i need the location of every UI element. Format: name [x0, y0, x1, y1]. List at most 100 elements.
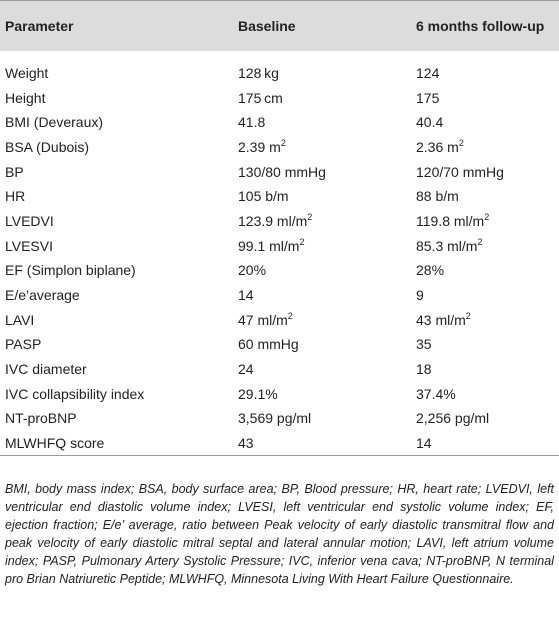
baseline-cell-text: 99.1 ml/m	[238, 237, 300, 254]
baseline-cell-text: 123.9 ml/m	[238, 212, 308, 229]
followup-cell: 37.4%	[411, 381, 559, 406]
followup-cell: 14	[411, 430, 559, 456]
parameter-cell: BP	[0, 159, 233, 184]
table-row: PASP 60 mmHg 35	[0, 332, 559, 357]
baseline-cell-text: 2.39 m	[238, 138, 281, 155]
unit-exponent: 2	[287, 310, 293, 321]
baseline-cell: 99.1 ml/m2	[233, 233, 411, 258]
parameter-cell-text: PASP	[5, 336, 42, 353]
parameter-cell: HR	[0, 184, 233, 209]
unit-exponent: 2	[307, 211, 313, 222]
baseline-cell-text: 3,569 pg/ml	[238, 410, 312, 427]
parameter-cell: BMI (Deveraux)	[0, 110, 233, 135]
baseline-cell: 130/80 mmHg	[233, 159, 411, 184]
parameter-cell-text: MLWHFQ score	[5, 434, 105, 451]
parameter-cell-text: BMI (Deveraux)	[5, 114, 104, 131]
table-row: IVC collapsibility index 29.1% 37.4%	[0, 381, 559, 406]
parameter-cell-text: IVC diameter	[5, 361, 87, 378]
baseline-cell-text: 29.1%	[238, 385, 278, 402]
parameter-cell-text: NT-proBNP	[5, 410, 77, 427]
followup-cell: 2.36 m2	[411, 135, 559, 160]
baseline-cell-text: 128 kg	[238, 64, 279, 81]
baseline-cell: 20%	[233, 258, 411, 283]
table-row: IVC diameter 24 18	[0, 357, 559, 382]
table-row: LVESVI 99.1 ml/m2 85.3 ml/m2	[0, 233, 559, 258]
baseline-cell: 2.39 m2	[233, 135, 411, 160]
baseline-cell: 29.1%	[233, 381, 411, 406]
baseline-cell: 43	[233, 430, 411, 456]
parameter-cell-text: LVEDVI	[5, 212, 54, 229]
followup-cell: 9	[411, 283, 559, 308]
table-body: Weight 128 kg 124 Height 175 cm 175 BMI (Dever…	[0, 51, 559, 456]
table-row: NT-proBNP 3,569 pg/ml 2,256 pg/ml	[0, 406, 559, 431]
followup-cell-text: 37.4%	[416, 385, 456, 402]
unit-exponent: 2	[484, 211, 490, 222]
table-row: Height 175 cm 175	[0, 85, 559, 110]
table-header: Parameter Baseline 6 months follow-up	[0, 0, 559, 51]
baseline-cell-text: 41.8	[238, 114, 266, 131]
followup-cell-text: 28%	[416, 262, 445, 279]
header-row: Parameter Baseline 6 months follow-up	[0, 0, 559, 51]
table-row: E/e’average 14 9	[0, 283, 559, 308]
parameter-cell: BSA (Dubois)	[0, 135, 233, 160]
followup-cell: 28%	[411, 258, 559, 283]
parameter-cell-text: LVESVI	[5, 237, 53, 254]
followup-cell: 124	[411, 61, 559, 86]
parameter-cell: PASP	[0, 332, 233, 357]
baseline-cell: 128 kg	[233, 61, 411, 86]
followup-cell-text: 35	[416, 336, 432, 353]
parameter-cell: Height	[0, 85, 233, 110]
followup-cell-text: 119.8 ml/m	[416, 212, 485, 229]
table-footnote: BMI, body mass index; BSA, body surface …	[5, 482, 554, 586]
header-followup: 6 months follow-up	[411, 0, 559, 51]
unit-exponent: 2	[458, 137, 464, 148]
parameter-cell: Weight	[0, 61, 233, 86]
header-baseline: Baseline	[233, 0, 411, 51]
table-row: LAVI 47 ml/m2 43 ml/m2	[0, 307, 559, 332]
baseline-cell-text: 47 ml/m	[238, 311, 288, 328]
baseline-cell: 175 cm	[233, 85, 411, 110]
baseline-cell: 47 ml/m2	[233, 307, 411, 332]
followup-cell: 85.3 ml/m2	[411, 233, 559, 258]
unit-exponent: 2	[280, 137, 286, 148]
unit-exponent: 2	[465, 310, 471, 321]
baseline-cell-text: 105 b/m	[238, 188, 289, 205]
followup-cell-text: 43 ml/m	[416, 311, 466, 328]
followup-cell: 88 b/m	[411, 184, 559, 209]
followup-cell: 2,256 pg/ml	[411, 406, 559, 431]
followup-cell: 35	[411, 332, 559, 357]
parameter-cell: NT-proBNP	[0, 406, 233, 431]
followup-cell-text: 120/70 mmHg	[416, 163, 504, 180]
parameters-table: Parameter Baseline 6 months follow-up We…	[0, 0, 559, 456]
baseline-cell-text: 175 cm	[238, 89, 283, 106]
followup-cell: 120/70 mmHg	[411, 159, 559, 184]
parameter-cell: IVC collapsibility index	[0, 381, 233, 406]
baseline-cell: 24	[233, 357, 411, 382]
baseline-cell-text: 60 mmHg	[238, 336, 299, 353]
baseline-cell-text: 20%	[238, 262, 267, 279]
parameter-cell-text: Weight	[5, 64, 49, 81]
unit-exponent: 2	[299, 236, 305, 247]
followup-cell-text: 85.3 ml/m	[416, 237, 478, 254]
table-row: BSA (Dubois) 2.39 m2 2.36 m2	[0, 135, 559, 160]
followup-cell: 43 ml/m2	[411, 307, 559, 332]
followup-cell-text: 2.36 m	[416, 138, 459, 155]
table-row: BMI (Deveraux) 41.8 40.4	[0, 110, 559, 135]
followup-cell-text: 18	[416, 361, 432, 378]
baseline-cell: 123.9 ml/m2	[233, 209, 411, 234]
followup-cell-text: 40.4	[416, 114, 444, 131]
table-row: Weight 128 kg 124	[0, 61, 559, 86]
followup-cell-text: 2,256 pg/ml	[416, 410, 490, 427]
baseline-cell-text: 43	[238, 434, 254, 451]
baseline-cell: 60 mmHg	[233, 332, 411, 357]
followup-cell: 40.4	[411, 110, 559, 135]
parameter-cell: IVC diameter	[0, 357, 233, 382]
followup-cell-text: 9	[416, 287, 424, 304]
followup-cell-text: 124	[416, 64, 440, 81]
baseline-cell-text: 130/80 mmHg	[238, 163, 326, 180]
parameter-cell-text: EF (Simplon biplane)	[5, 262, 136, 279]
table-row: MLWHFQ score 43 14	[0, 430, 559, 456]
table-row: LVEDVI 123.9 ml/m2 119.8 ml/m2	[0, 209, 559, 234]
followup-cell-text: 175	[416, 89, 440, 106]
parameter-cell-text: BSA (Dubois)	[5, 138, 90, 155]
